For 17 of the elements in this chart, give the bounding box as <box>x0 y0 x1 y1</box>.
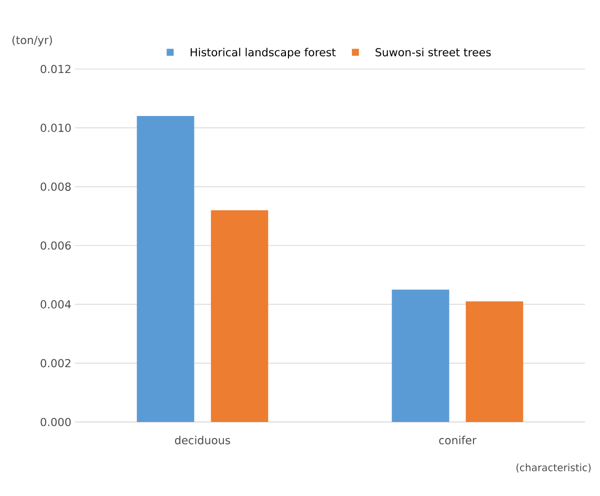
y-tick-label: 0.006 <box>40 241 71 250</box>
y-tick-label: 0.012 <box>40 64 70 74</box>
x-tick-label: deciduous <box>174 436 230 444</box>
y-tick-label: 0.004 <box>40 300 71 308</box>
legend-label: Suwon-si street trees <box>376 48 491 56</box>
y-tick-label: 0.010 <box>40 124 71 132</box>
y-tick-label: 0.002 <box>40 359 70 368</box>
y-tick-label: 0.008 <box>40 182 71 191</box>
bar <box>210 210 268 422</box>
bar <box>136 116 194 422</box>
x-axis-title: (characteristic) <box>516 464 591 472</box>
y-tick-label: 0.000 <box>40 418 71 426</box>
x-tick-label: conifer <box>439 436 476 444</box>
bar <box>392 290 450 422</box>
legend-label: Historical landscape forest <box>190 48 336 59</box>
bar <box>466 301 524 422</box>
y-axis-title: (ton/yr) <box>12 36 52 46</box>
